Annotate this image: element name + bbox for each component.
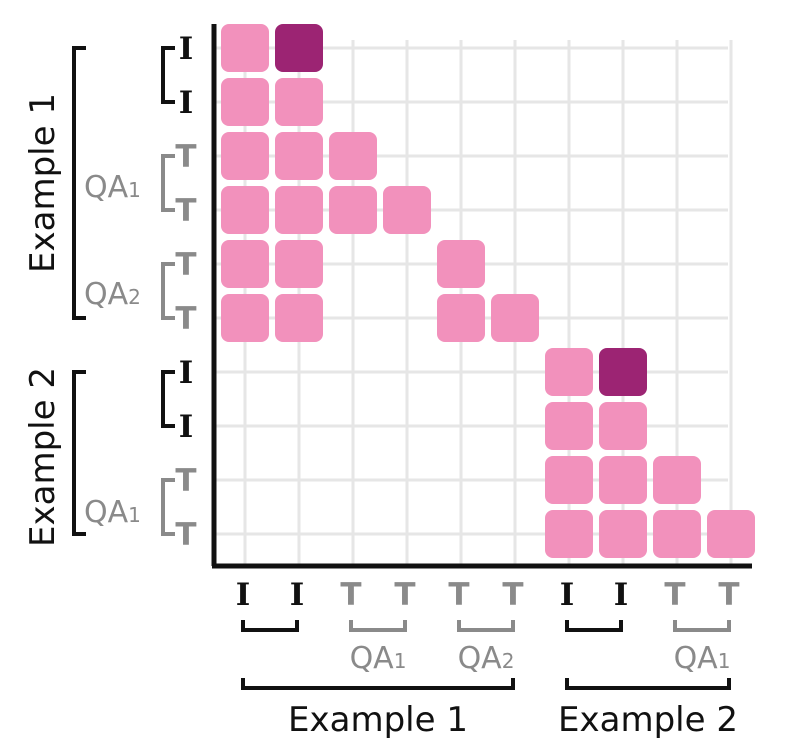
- bottom-ex2-qa1-label: QA1: [674, 641, 731, 676]
- row-token-label: T: [175, 139, 196, 175]
- attention-cell: [329, 186, 377, 234]
- column-token-label: T: [340, 577, 361, 613]
- bottom-qa-bracket: [457, 620, 515, 632]
- left-example-bracket: [72, 46, 86, 320]
- attention-cell: [437, 240, 485, 288]
- attention-cell: [545, 510, 593, 558]
- attention-cell: [491, 294, 539, 342]
- column-token-label: T: [394, 577, 415, 613]
- bottom-ex1-qa1-label: QA1: [350, 641, 407, 676]
- bottom-ex1-qa2-label: QA2: [458, 641, 515, 676]
- bottom-example-bracket: [241, 678, 515, 690]
- row-token-label: I: [179, 409, 194, 445]
- row-token-label: T: [175, 301, 196, 337]
- column-token-label: T: [718, 577, 739, 613]
- row-token-label: T: [175, 247, 196, 283]
- column-token-label: T: [448, 577, 469, 613]
- left-ex1-qa1-label: QA1: [84, 170, 141, 205]
- attention-cell: [653, 456, 701, 504]
- attention-cell-highlight: [599, 348, 647, 396]
- row-token-label: T: [175, 517, 196, 553]
- attention-cell: [221, 78, 269, 126]
- row-token-label: I: [179, 85, 194, 121]
- attention-cell: [599, 456, 647, 504]
- attention-cell: [653, 510, 701, 558]
- left-ex1-qa2-label: QA2: [84, 277, 141, 312]
- left-qa-bracket: [161, 478, 175, 536]
- attention-cell: [221, 294, 269, 342]
- column-token-label: I: [614, 577, 629, 613]
- bottom-image-pair-bracket: [565, 620, 623, 632]
- attention-cell: [437, 294, 485, 342]
- attention-cell: [221, 132, 269, 180]
- bottom-qa-bracket: [349, 620, 407, 632]
- column-token-label: T: [664, 577, 685, 613]
- row-token-label: I: [179, 31, 194, 67]
- bottom-example-1-label: Example 1: [288, 700, 468, 740]
- attention-cell: [275, 186, 323, 234]
- row-token-label: T: [175, 193, 196, 229]
- left-image-pair-bracket: [161, 370, 175, 428]
- attention-cell: [599, 510, 647, 558]
- attention-cell: [275, 240, 323, 288]
- attention-cell: [275, 132, 323, 180]
- axes: [211, 24, 752, 569]
- attention-cell: [545, 456, 593, 504]
- attention-cell: [221, 24, 269, 72]
- attention-cell: [221, 186, 269, 234]
- left-image-pair-bracket: [161, 46, 175, 104]
- column-token-label: I: [560, 577, 575, 613]
- attention-cell: [545, 402, 593, 450]
- attention-cells: [221, 24, 755, 558]
- bottom-example-bracket: [565, 678, 731, 690]
- bottom-image-pair-bracket: [241, 620, 299, 632]
- left-qa-bracket: [161, 262, 175, 320]
- attention-cell: [707, 510, 755, 558]
- attention-cell: [545, 348, 593, 396]
- attention-cell: [383, 186, 431, 234]
- row-token-label: I: [179, 355, 194, 391]
- left-example-2-label: Example 2: [23, 367, 63, 547]
- row-token-label: T: [175, 463, 196, 499]
- column-token-label: I: [290, 577, 305, 613]
- left-qa-bracket: [161, 154, 175, 212]
- group-brackets: [72, 46, 731, 690]
- column-token-label: I: [236, 577, 251, 613]
- attention-cell: [221, 240, 269, 288]
- left-ex2-qa1-label: QA1: [84, 495, 141, 530]
- left-example-1-label: Example 1: [23, 93, 63, 273]
- attention-cell-highlight: [275, 24, 323, 72]
- attention-cell: [599, 402, 647, 450]
- attention-cell: [329, 132, 377, 180]
- bottom-qa-bracket: [673, 620, 731, 632]
- attention-cell: [275, 294, 323, 342]
- column-token-label: T: [502, 577, 523, 613]
- left-example-bracket: [72, 370, 86, 536]
- bottom-example-2-label: Example 2: [558, 700, 738, 740]
- attention-cell: [275, 78, 323, 126]
